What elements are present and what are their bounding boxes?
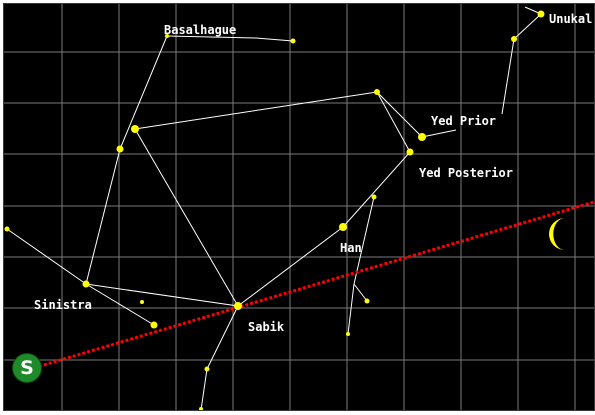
star-label-yed-prior: Yed Prior xyxy=(431,114,497,128)
star-label-unukal: Unukal xyxy=(549,12,593,26)
sky-canvas xyxy=(4,4,594,410)
star-label-han: Han xyxy=(340,241,362,255)
star-map[interactable]: Basalhague Unukal Yed Prior Yed Posterio… xyxy=(3,3,595,411)
star-label-sabik: Sabik xyxy=(248,320,285,334)
stars xyxy=(4,10,545,410)
star-label-basalhague: Basalhague xyxy=(164,23,237,37)
crescent-moon-icon[interactable] xyxy=(549,218,565,250)
sun-marker-icon[interactable]: S xyxy=(12,353,42,383)
constellation-lines xyxy=(6,6,542,410)
star-label-yed-posterior: Yed Posterior xyxy=(419,166,513,180)
coordinate-grid xyxy=(4,4,594,410)
star-label-sinistra: Sinistra xyxy=(34,298,92,312)
